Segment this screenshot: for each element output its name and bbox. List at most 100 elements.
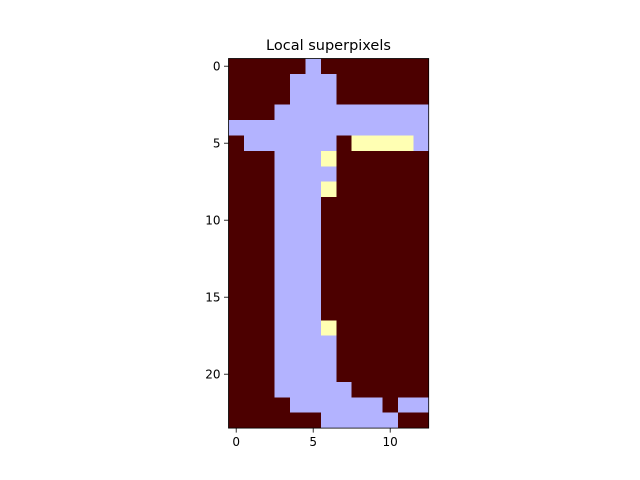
- heatmap-cell: [243, 351, 260, 367]
- heatmap-cell: [243, 89, 260, 106]
- heatmap-cell: [397, 166, 414, 183]
- heatmap-cell: [290, 258, 306, 275]
- heatmap-cell: [259, 335, 276, 352]
- heatmap-cell: [320, 150, 337, 167]
- heatmap-cell: [397, 89, 414, 106]
- heatmap-cell: [382, 73, 399, 90]
- heatmap-cell: [243, 397, 260, 414]
- heatmap-cell: [320, 89, 337, 106]
- heatmap-cell: [320, 243, 337, 260]
- heatmap-cell: [243, 381, 260, 398]
- heatmap-cell: [397, 397, 414, 414]
- heatmap-cells: [228, 58, 430, 429]
- heatmap-cell: [367, 320, 383, 337]
- heatmap-cell: [290, 89, 306, 106]
- heatmap-cell: [382, 320, 399, 337]
- heatmap-cell: [228, 397, 245, 414]
- heatmap-cell: [259, 243, 276, 260]
- heatmap-cell: [259, 150, 276, 167]
- heatmap-cell: [290, 212, 306, 229]
- heatmap-cell: [228, 289, 245, 306]
- heatmap-cell: [228, 150, 245, 167]
- heatmap-cell: [228, 120, 245, 136]
- heatmap-cell: [413, 335, 430, 352]
- heatmap-cell: [336, 289, 353, 306]
- heatmap-cell: [290, 304, 306, 321]
- y-tick-label: 5: [213, 137, 221, 151]
- heatmap-cell: [367, 150, 383, 167]
- heatmap-cell: [397, 335, 414, 352]
- heatmap-cell: [413, 320, 430, 337]
- heatmap-cell: [336, 197, 353, 213]
- heatmap-cell: [259, 58, 276, 75]
- heatmap-cell: [382, 351, 399, 367]
- heatmap-cell: [382, 212, 399, 229]
- heatmap-cell: [228, 304, 245, 321]
- heatmap-cell: [320, 258, 337, 275]
- y-tick-label: 20: [205, 368, 220, 382]
- heatmap-cell: [413, 104, 430, 121]
- heatmap-cell: [274, 397, 291, 414]
- heatmap-cell: [367, 89, 383, 106]
- heatmap-cell: [305, 89, 322, 106]
- heatmap-cell: [397, 320, 414, 337]
- heatmap-cell: [382, 258, 399, 275]
- heatmap-cell: [243, 412, 260, 429]
- heatmap-cell: [336, 212, 353, 229]
- heatmap-cell: [320, 227, 337, 244]
- heatmap-cell: [320, 397, 337, 414]
- heatmap-cell: [243, 243, 260, 260]
- heatmap-cell: [274, 227, 291, 244]
- x-tick-label: 10: [383, 435, 398, 449]
- heatmap-cell: [382, 304, 399, 321]
- heatmap-cell: [274, 89, 291, 106]
- heatmap-cell: [274, 197, 291, 213]
- heatmap-cell: [228, 366, 245, 383]
- heatmap-cell: [382, 197, 399, 213]
- x-axis: 0 5 10: [232, 428, 398, 449]
- heatmap-cell: [367, 274, 383, 290]
- heatmap-cell: [320, 366, 337, 383]
- heatmap-cell: [397, 243, 414, 260]
- heatmap-cell: [243, 366, 260, 383]
- heatmap-cell: [259, 89, 276, 106]
- heatmap-cell: [274, 320, 291, 337]
- chart-title: Local superpixels: [266, 38, 391, 54]
- heatmap-cell: [351, 289, 368, 306]
- heatmap-cell: [305, 135, 322, 152]
- heatmap-cell: [259, 366, 276, 383]
- heatmap-cell: [259, 73, 276, 90]
- heatmap-cell: [351, 351, 368, 367]
- heatmap-cell: [413, 289, 430, 306]
- heatmap-cell: [243, 120, 260, 136]
- heatmap-cell: [320, 212, 337, 229]
- heatmap-cell: [228, 381, 245, 398]
- heatmap-cell: [336, 304, 353, 321]
- heatmap-cell: [320, 304, 337, 321]
- heatmap-cell: [413, 397, 430, 414]
- heatmap-cell: [259, 212, 276, 229]
- heatmap-cell: [290, 397, 306, 414]
- heatmap-cell: [305, 150, 322, 167]
- heatmap-cell: [274, 212, 291, 229]
- heatmap-cell: [228, 274, 245, 290]
- heatmap-cell: [274, 335, 291, 352]
- heatmap-cell: [367, 212, 383, 229]
- heatmap-cell: [367, 181, 383, 198]
- heatmap-cell: [413, 58, 430, 75]
- heatmap-cell: [336, 166, 353, 183]
- heatmap-cell: [290, 320, 306, 337]
- heatmap-cell: [397, 212, 414, 229]
- heatmap-cell: [320, 351, 337, 367]
- heatmap-cell: [336, 120, 353, 136]
- heatmap-cell: [382, 150, 399, 167]
- heatmap-cell: [413, 243, 430, 260]
- heatmap-cell: [413, 135, 430, 152]
- heatmap-cell: [413, 120, 430, 136]
- heatmap-cell: [243, 227, 260, 244]
- heatmap-cell: [351, 135, 368, 152]
- heatmap-cell: [397, 104, 414, 121]
- heatmap-cell: [397, 181, 414, 198]
- heatmap-cell: [336, 104, 353, 121]
- heatmap-cell: [336, 274, 353, 290]
